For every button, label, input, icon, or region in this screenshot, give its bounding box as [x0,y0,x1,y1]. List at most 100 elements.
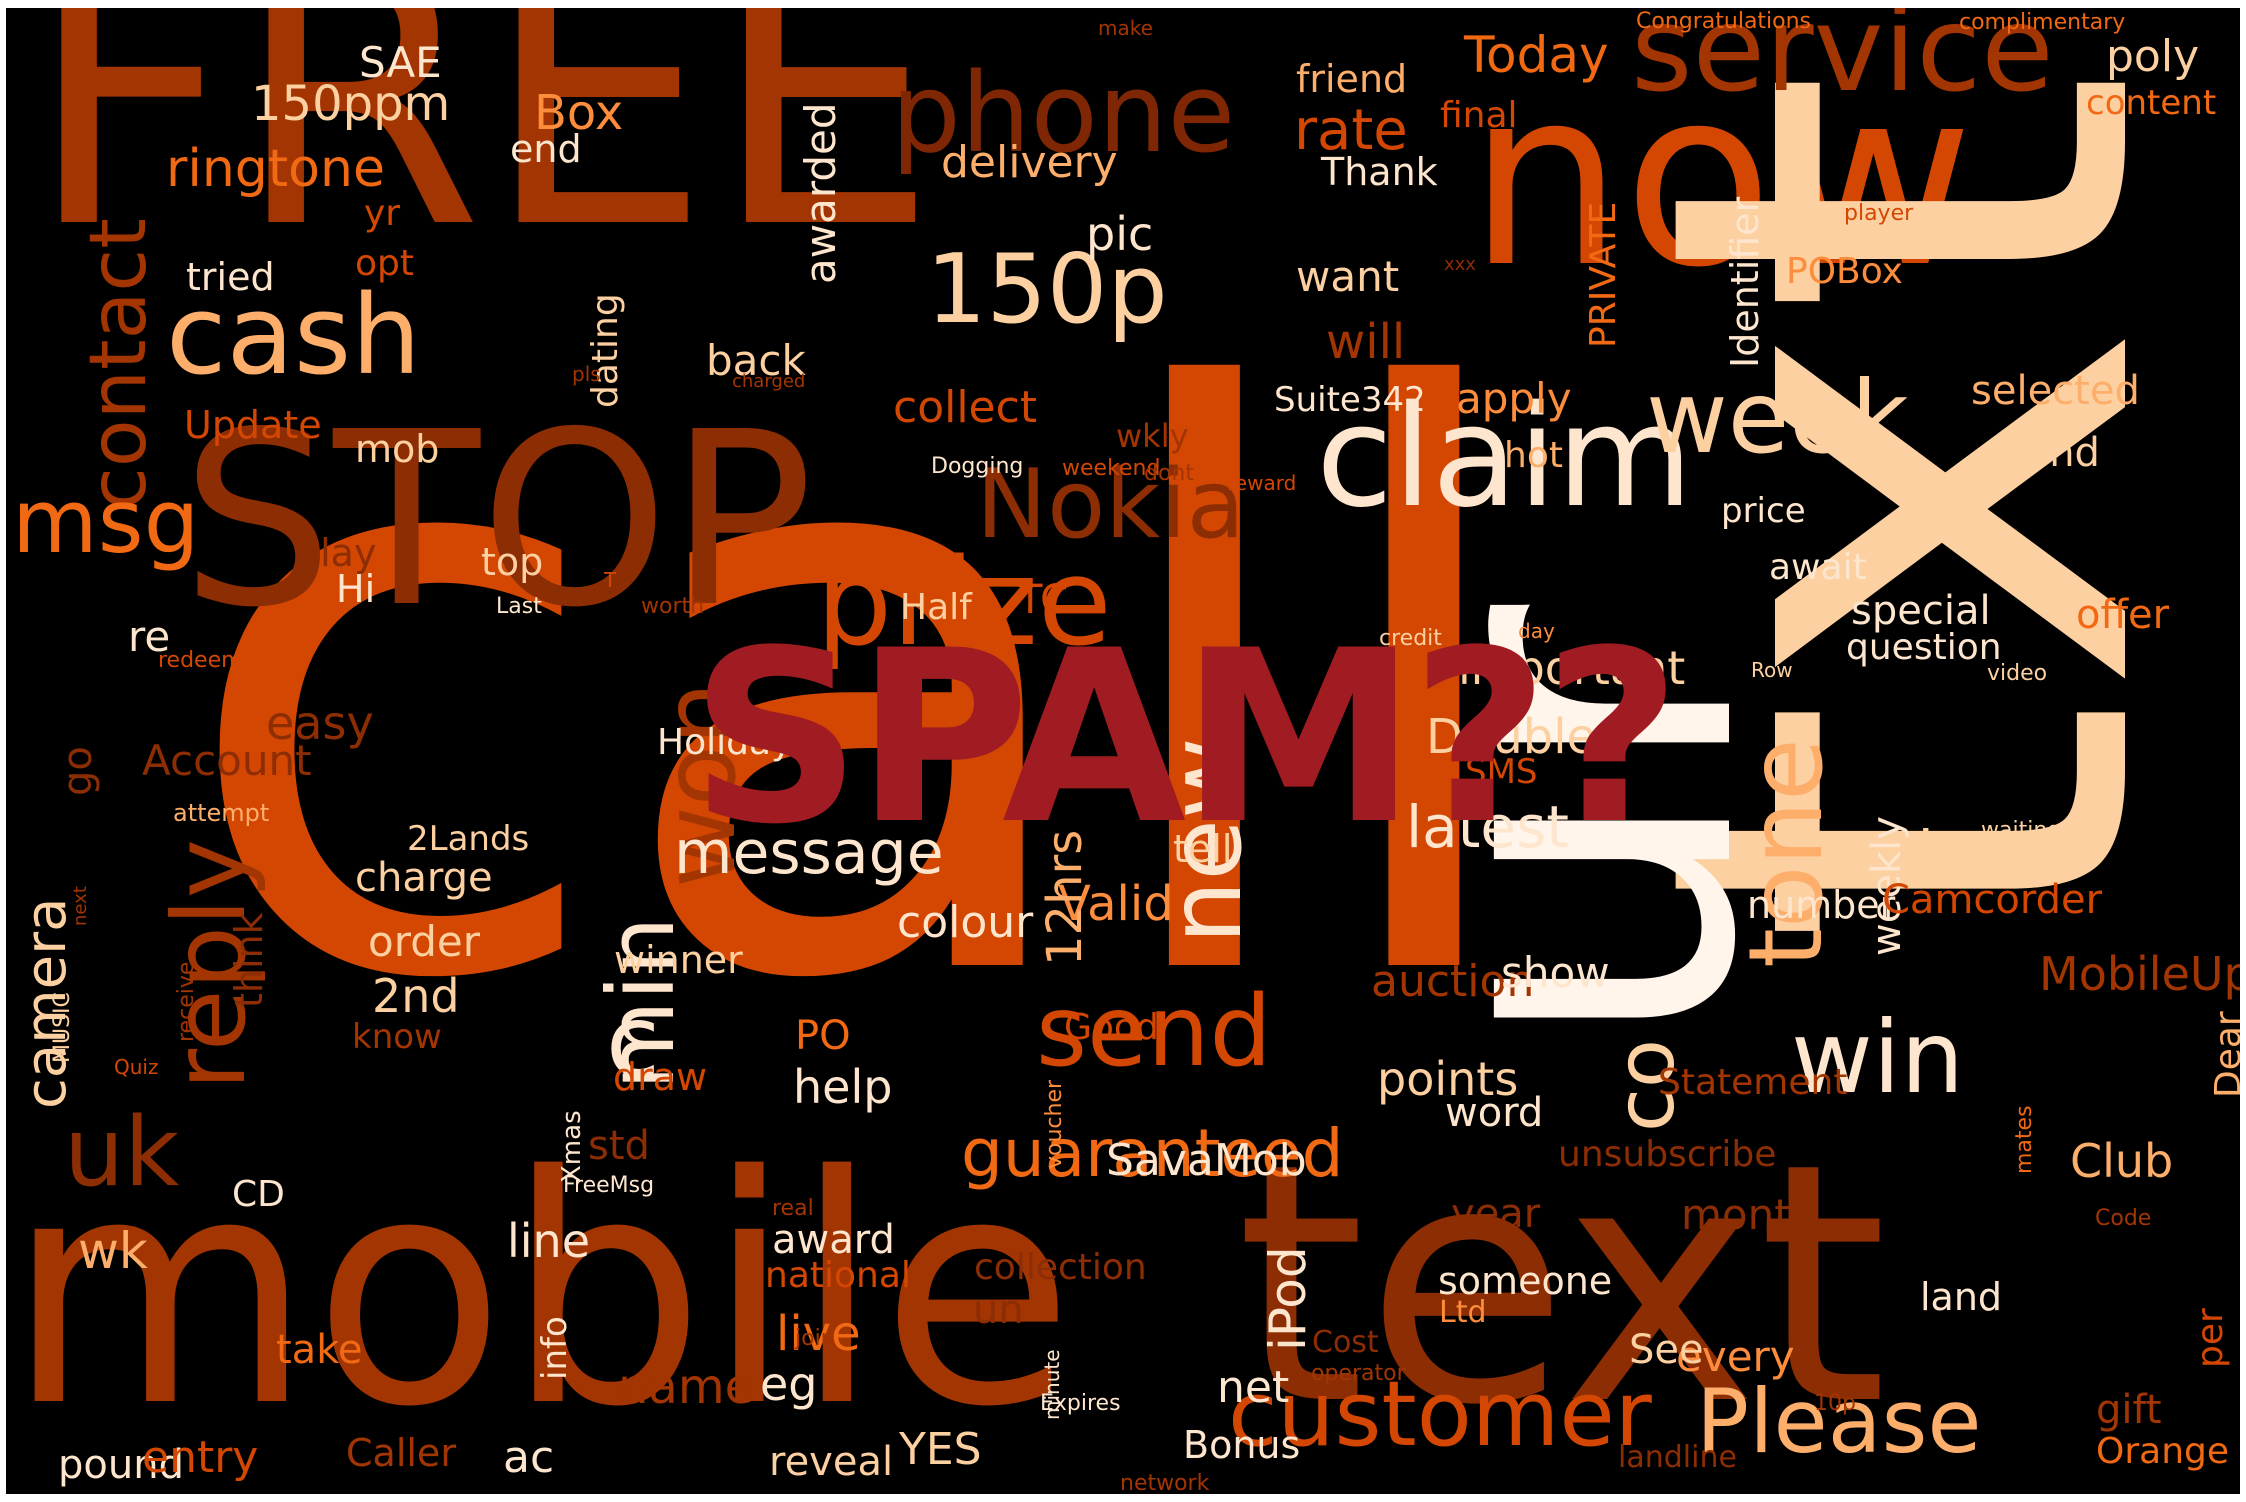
cloud-word: show [1501,948,1610,997]
cloud-word: mob [355,427,440,471]
cloud-word: Congratulations [1636,9,1812,34]
cloud-word: receive [174,961,199,1042]
cloud-word: message [674,818,944,888]
cloud-word: Thank [1321,150,1438,194]
cloud-word: awarded [796,102,845,284]
cloud-word: live [776,1306,861,1362]
cloud-word: 2nd [372,969,460,1023]
cloud-word: CD [232,1174,285,1215]
cloud-word: Camcorder [1882,877,2103,923]
cloud-word: SAE [359,38,442,87]
cloud-word: per [2190,1308,2231,1368]
cloud-word: FREE [26,8,939,307]
cloud-word: Valid [1058,876,1174,932]
cloud-word: worth [641,594,705,619]
cloud-word: play [296,531,377,575]
cloud-word: network [1120,1471,1210,1495]
cloud-word: rate [1294,98,1408,163]
cloud-word: day [1518,619,1555,643]
cloud-word: Update [184,403,322,447]
cloud-word: Statement [1658,1062,1848,1103]
cloud-word: pic [1086,207,1154,261]
cloud-word: pls [572,362,601,386]
cloud-word: eg [760,1357,818,1411]
cloud-word: latest [1406,793,1570,861]
cloud-word: ringtone [166,139,385,199]
cloud-word: SavaMob [1106,1135,1307,1186]
cloud-word: name [618,1359,755,1415]
cloud-word: voucher [1042,1079,1067,1169]
cloud-word: xxx [1444,254,1476,275]
cloud-word: Ltd [1439,1295,1487,1330]
cloud-word: dating [585,293,626,408]
cloud-word: mates [2012,1105,2037,1174]
cloud-word: tell [1173,827,1233,871]
cloud-word: re [128,612,171,661]
cloud-word: un [973,1287,1024,1333]
cloud-word: offer [2076,592,2170,638]
cloud-word: colour [897,897,1034,948]
cloud-word: weekend [1062,456,1161,481]
cloud-word: waiting [1981,818,2062,843]
cloud-word: Last [496,594,542,619]
cloud-word: Cost [1312,1325,1379,1360]
cloud-word: uk [64,1098,180,1208]
cloud-word: text [1236,1093,1888,1477]
cloud-word: Orange [2096,1431,2230,1472]
cloud-word: credit [1379,626,1442,651]
cloud-word: contact [74,218,164,510]
cloud-word: month [1681,1190,1818,1239]
cloud-word: redeemed [158,648,271,673]
spam-headline: SPAM?? [690,600,1681,877]
cloud-word: PO [795,1013,851,1059]
cloud-word: service [1631,8,2054,118]
cloud-word: apply [1456,374,1572,423]
cloud-word: send [1036,975,1272,1089]
cloud-word: find [2024,430,2100,476]
cloud-word: operator [1311,1361,1406,1386]
cloud-word: STOP [181,380,814,660]
cloud-word: auction [1371,956,1535,1007]
cloud-word: reward [1227,471,1297,495]
cloud-word: guaranteed [961,1115,1344,1192]
cloud-word: Good [1064,1007,1159,1048]
cloud-word: player [1844,201,1914,226]
cloud-word: line [507,1214,591,1268]
cloud-word: take [276,1327,363,1373]
cloud-word: gift [2096,1387,2162,1433]
cloud-word: customer [1228,1362,1652,1467]
cloud-word: opt [355,243,414,284]
cloud-word: Dear [2208,1011,2240,1098]
cloud-word: Dogging [931,454,1024,479]
cloud-word: iPod [1259,1246,1317,1351]
cloud-word: tone [1727,738,1846,968]
cloud-word: rental [1389,914,1454,939]
cloud-word: attempt [173,799,270,827]
cloud-word: yr [364,193,401,234]
cloud-word: info [535,1316,575,1380]
cloud-word: video [1987,661,2048,686]
cloud-word: wkly [1116,417,1189,455]
cloud-word: mobile [6,1110,1075,1476]
cloud-word: go [55,746,101,796]
cloud-word: claim [1316,376,1693,539]
cloud-word: hot [1504,435,1563,476]
cloud-word: Quiz [114,1055,159,1079]
cloud-word: now [1468,36,1974,321]
cloud-word: win [1791,999,1964,1116]
cloud-word: complimentary [1959,10,2126,35]
cloud-word: await [1769,547,1867,588]
cloud-word: ac [503,1432,555,1483]
cloud-word: call [176,233,1534,1152]
cloud-word: MobileUpd8 [2039,947,2240,1001]
cloud-word: See [1629,1327,1704,1373]
cloud-word: msg [12,470,200,573]
cloud-word: Bonus [1183,1423,1301,1467]
cloud-word: collection [974,1247,1147,1288]
cloud-word: special [1851,588,1991,634]
cloud-word: SMS [1465,752,1538,792]
cloud-word: Half [900,587,972,628]
cloud-word: content [2086,83,2217,123]
cloud-word: 2Lands [407,819,530,859]
cloud-word: phone [891,49,1236,177]
